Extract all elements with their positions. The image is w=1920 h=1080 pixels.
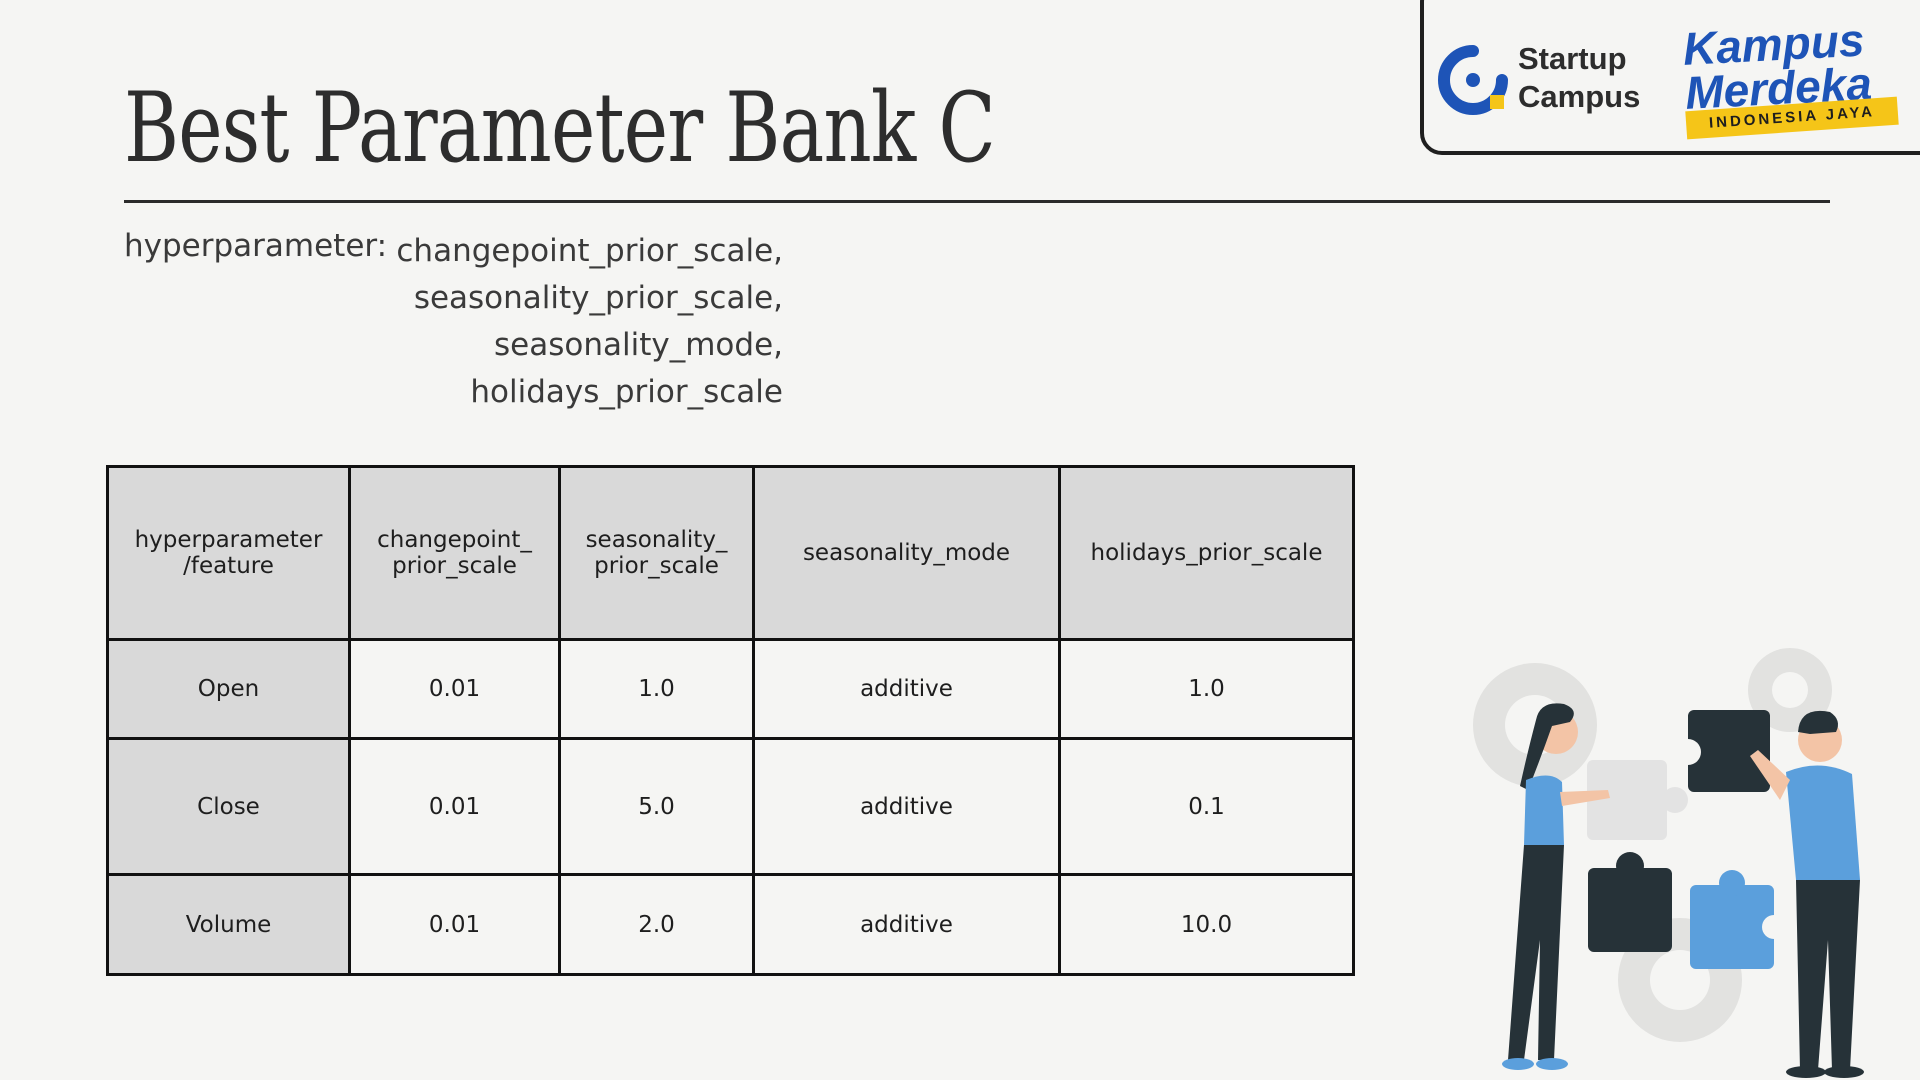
table-row: Open 0.01 1.0 additive 1.0 — [106, 638, 1355, 740]
table-cell: 5.0 — [558, 737, 755, 876]
table-cell: additive — [752, 638, 1061, 740]
header-cell: hyperparameter/feature — [106, 465, 351, 641]
row-feature: Open — [106, 638, 351, 740]
header-cell: seasonality_ prior_scale — [558, 465, 755, 641]
hyperparameter-item: seasonality_prior_scale, — [413, 280, 783, 316]
startup-campus-logo-icon — [1438, 45, 1508, 115]
table-header-row: hyperparameter/feature changepoint_ prior… — [106, 465, 1355, 641]
table-row: Close 0.01 5.0 additive 0.1 — [106, 737, 1355, 876]
table-cell: 0.01 — [348, 737, 561, 876]
hyperparameter-item: holidays_prior_scale — [470, 374, 783, 410]
teamwork-puzzle-illustration — [1473, 648, 1864, 1078]
header-cell: changepoint_ prior_scale — [348, 465, 561, 641]
table-cell: additive — [752, 737, 1061, 876]
hyperparameter-list: changepoint_prior_scale, seasonality_pri… — [396, 228, 783, 416]
table-cell: 0.01 — [348, 638, 561, 740]
row-feature: Volume — [106, 873, 351, 976]
table-cell: 1.0 — [1058, 638, 1355, 740]
title-divider — [124, 200, 1830, 203]
table-cell: 0.1 — [1058, 737, 1355, 876]
startup-campus-wordmark: Startup Campus — [1518, 41, 1641, 114]
hyperparameter-label: hyperparameter: — [124, 228, 388, 264]
table-cell: additive — [752, 873, 1061, 976]
table-cell: 2.0 — [558, 873, 755, 976]
table-cell: 10.0 — [1058, 873, 1355, 976]
hyperparameter-item: changepoint_prior_scale, — [396, 233, 783, 269]
header-cell: seasonality_mode — [752, 465, 1061, 641]
page-title: Best Parameter Bank C — [124, 72, 996, 184]
table-cell: 1.0 — [558, 638, 755, 740]
table-cell: 0.01 — [348, 873, 561, 976]
parameter-table: hyperparameter/feature changepoint_ prior… — [106, 465, 1355, 976]
table-row: Volume 0.01 2.0 additive 10.0 — [106, 873, 1355, 976]
hyperparameter-item: seasonality_mode, — [494, 327, 783, 363]
header-cell: holidays_prior_scale — [1058, 465, 1355, 641]
row-feature: Close — [106, 737, 351, 876]
